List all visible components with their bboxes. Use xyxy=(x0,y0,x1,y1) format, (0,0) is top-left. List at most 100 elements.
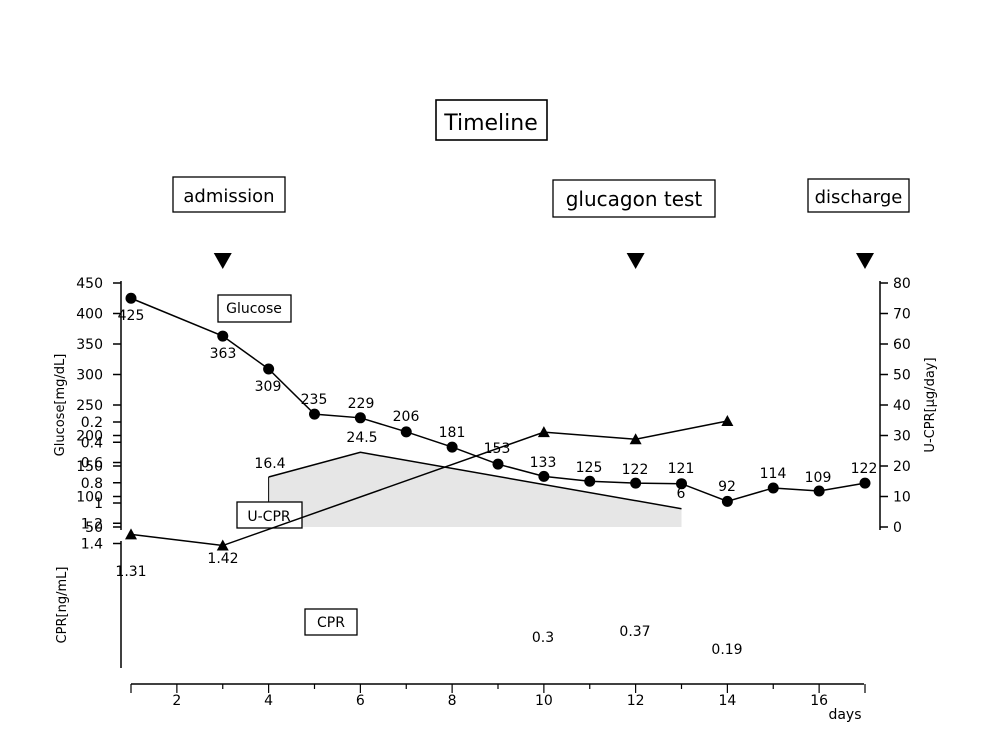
glucose-tick-label: 100 xyxy=(76,490,103,506)
cpr-tick-label: 1.4 xyxy=(81,537,103,553)
glucose-tick-label: 250 xyxy=(76,398,103,414)
ucpr-axis-label: U-CPR[µg/day] xyxy=(923,357,938,452)
ucpr-tick-label: 10 xyxy=(893,490,911,506)
x-axis-label: days xyxy=(828,707,861,723)
chart-title-box xyxy=(435,99,548,141)
cpr-data-label: 0.37 xyxy=(619,624,650,640)
cpr-tick-label: 0.8 xyxy=(81,476,103,492)
ucpr-tick-label: 0 xyxy=(893,520,902,536)
glucose-point xyxy=(446,441,458,453)
glucose-data-label: 92 xyxy=(718,479,736,495)
ucpr-tick-label: 40 xyxy=(893,398,911,414)
glucose-axis-label: Glucose[mg/dL] xyxy=(53,354,68,457)
glucose-point xyxy=(721,495,733,507)
cpr-point xyxy=(125,528,137,540)
ucpr-tick-label: 80 xyxy=(893,276,911,292)
ucpr-tick-label: 30 xyxy=(893,429,911,445)
event-box-glucagon-test xyxy=(552,179,716,218)
glucose-data-label: 114 xyxy=(760,466,787,482)
event-box-discharge xyxy=(807,178,910,213)
glucose-point xyxy=(125,292,137,304)
ucpr-data-label: 16.4 xyxy=(254,456,285,472)
x-tick-label: 2 xyxy=(172,693,181,709)
ucpr-legend-label: U-CPR xyxy=(247,509,291,525)
event-label-glucagon-test: glucagon test xyxy=(566,187,703,211)
chart-title: Timeline xyxy=(443,111,538,136)
cpr-tick-label: 0.4 xyxy=(81,435,103,451)
glucose-point xyxy=(859,477,871,489)
glucose-point xyxy=(630,477,642,489)
glucose-point xyxy=(813,485,825,497)
event-label-admission: admission xyxy=(183,186,274,207)
glucose-point xyxy=(309,408,320,420)
glucose-point xyxy=(217,330,229,342)
ucpr-line xyxy=(268,451,682,510)
event-marker-glucagon-test xyxy=(626,253,645,269)
glucose-data-label: 425 xyxy=(118,308,145,324)
glucose-legend-box xyxy=(217,294,292,323)
cpr-data-label: 0.19 xyxy=(711,642,742,658)
cpr-legend-label: CPR xyxy=(317,615,345,631)
x-tick-label: 8 xyxy=(448,693,457,709)
cpr-tick-label: 1.2 xyxy=(81,516,103,532)
ucpr-tick-label: 20 xyxy=(893,459,911,475)
cpr-point xyxy=(721,414,734,426)
glucose-tick-label: 200 xyxy=(76,429,103,445)
glucose-point xyxy=(584,475,596,487)
glucose-data-label: 133 xyxy=(530,455,557,471)
glucose-tick-label: 150 xyxy=(76,459,103,475)
event-box-admission xyxy=(172,176,286,213)
ucpr-tick-label: 70 xyxy=(893,307,911,323)
glucose-legend-label: Glucose xyxy=(226,301,282,317)
glucose-data-label: 363 xyxy=(210,346,237,362)
cpr-tick-label: 0.6 xyxy=(81,456,103,472)
x-tick-label: 12 xyxy=(627,693,645,709)
cpr-point xyxy=(216,539,229,551)
x-tick-label: 6 xyxy=(356,693,365,709)
glucose-data-label: 229 xyxy=(348,396,375,412)
glucose-data-label: 122 xyxy=(622,462,649,478)
glucose-point xyxy=(400,426,412,438)
glucose-data-label: 309 xyxy=(255,379,282,395)
x-tick-label: 16 xyxy=(810,693,828,709)
glucose-data-label: 125 xyxy=(576,460,603,476)
cpr-data-label: 1.42 xyxy=(207,551,238,567)
glucose-tick-label: 300 xyxy=(76,368,103,384)
glucose-point xyxy=(263,363,275,375)
ucpr-area xyxy=(268,452,682,527)
cpr-data-label: 0.3 xyxy=(532,630,554,646)
cpr-legend-box xyxy=(304,608,358,636)
glucose-data-label: 121 xyxy=(668,461,695,477)
glucose-data-label: 122 xyxy=(851,461,878,477)
glucose-tick-label: 50 xyxy=(85,520,103,536)
ucpr-legend-box xyxy=(236,501,303,529)
glucose-data-label: 109 xyxy=(805,470,832,486)
cpr-point xyxy=(537,426,550,438)
ucpr-data-label: 6 xyxy=(677,486,686,502)
glucose-data-label: 235 xyxy=(301,392,328,408)
cpr-axis-label: CPR[ng/mL] xyxy=(55,567,70,644)
glucose-data-label: 206 xyxy=(393,409,420,425)
glucose-data-label: 181 xyxy=(439,425,466,441)
cpr-tick-label: 0.2 xyxy=(81,415,103,431)
event-marker-admission xyxy=(213,253,232,269)
ucpr-data-label: 24.5 xyxy=(346,430,377,446)
cpr-data-label: 1.31 xyxy=(115,564,146,580)
x-tick-label: 4 xyxy=(264,693,273,709)
glucose-point xyxy=(492,458,504,470)
event-label-discharge: discharge xyxy=(815,187,903,208)
x-tick-label: 14 xyxy=(718,693,736,709)
cpr-tick-label: 1 xyxy=(94,496,103,512)
glucose-tick-label: 400 xyxy=(76,307,103,323)
ucpr-tick-label: 60 xyxy=(893,337,911,353)
glucose-line xyxy=(130,297,866,503)
glucose-point xyxy=(676,478,687,490)
glucose-tick-label: 450 xyxy=(76,276,103,292)
glucose-tick-label: 350 xyxy=(76,337,103,353)
event-marker-discharge xyxy=(856,253,874,269)
x-tick-label: 10 xyxy=(535,693,553,709)
cpr-point xyxy=(629,433,642,445)
glucose-point xyxy=(354,412,366,424)
